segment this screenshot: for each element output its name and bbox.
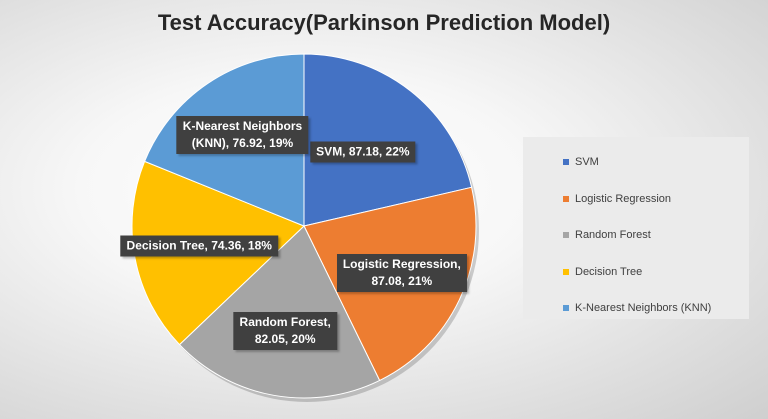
data-label-random-forest: Random Forest, 82.05, 20% [233,311,337,350]
data-label-line: Random Forest, [239,314,331,329]
data-label-decision-tree: Decision Tree, 74.36, 18% [120,235,278,257]
legend-item: Decision Tree [523,254,749,291]
legend-swatch [563,305,569,312]
legend-item: SVM [523,144,749,181]
data-label-line: Decision Tree, 74.36, 18% [126,238,272,253]
pie-slice-svm [303,53,473,227]
legend-swatch [563,159,569,166]
data-label-line: 82.05, 20% [254,331,316,346]
data-label-line: (KNN), 76.92, 19% [191,135,294,150]
data-label-logistic-regression: Logistic Regression, 87.08, 21% [336,253,467,292]
legend-swatch [563,232,569,239]
legend-label: Decision Tree [575,265,643,278]
chart-title: Test Accuracy(Parkinson Prediction Model… [157,10,611,35]
legend-label: Random Forest [575,229,651,242]
legend-label: SVM [575,156,599,169]
legend-item: Logistic Regression [523,181,749,218]
data-label-line: Logistic Regression, [342,256,461,271]
data-label-line: K-Nearest Neighbors [182,118,303,133]
legend-item: Random Forest [523,217,749,254]
legend: SVM Logistic Regression Random Forest Decis… [523,137,749,319]
data-label-k-nearest-neighbors-knn: K-Nearest Neighbors (KNN), 76.92, 19% [176,115,309,154]
data-label-line: SVM, 87.18, 22% [316,144,410,159]
legend-item: K-Nearest Neighbors (KNN) [523,290,749,327]
legend-label: K-Nearest Neighbors (KNN) [575,302,712,315]
data-label-svm: SVM, 87.18, 22% [310,141,416,163]
legend-swatch [563,268,569,275]
data-label-line: 87.08, 21% [371,273,433,288]
legend-label: Logistic Regression [575,192,671,205]
legend-swatch [563,195,569,202]
